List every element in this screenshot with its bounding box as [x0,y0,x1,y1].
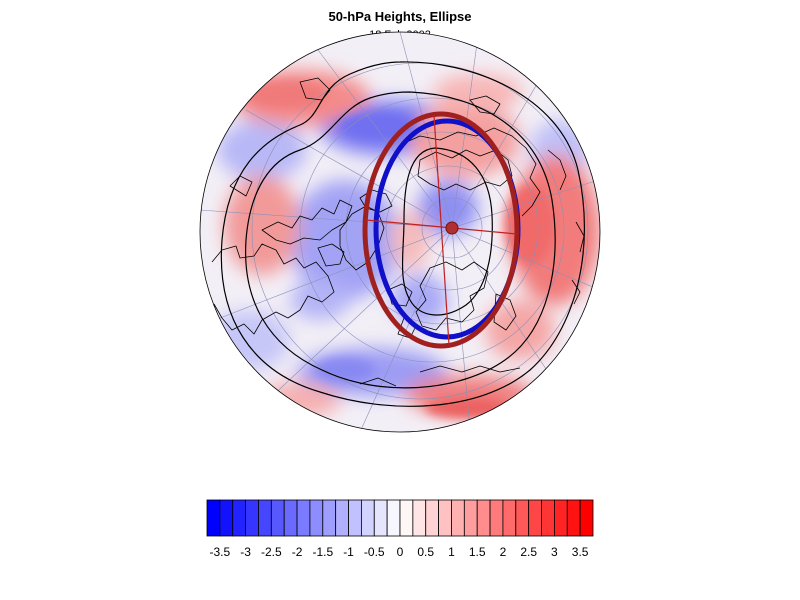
colorbar-box [425,499,440,537]
colorbar-box [309,499,324,537]
colorbar-box [566,499,581,537]
colorbar-box [579,499,594,537]
colorbar-box [245,499,259,537]
map-border [199,31,601,433]
ellipse-major-axis [433,114,450,346]
colorbar-box [399,499,414,537]
colorbar-labels: -3.5 -3 -2.5 -2 -1.5 -1 -0.5 0 0.5 1 1.5 2 2.5 3 3.5 [210,545,589,559]
colorbar-tick-label: -1 [343,545,354,559]
colorbar-box [348,499,362,537]
colorbar-tick-label: 0 [397,545,404,559]
colorbar-box [206,499,221,537]
colorbar-box [502,499,517,537]
colorbar-tick-label: 0.5 [417,545,434,559]
colorbar-tick-label: 2 [500,545,507,559]
colorbar-box [232,499,247,537]
colorbar-boxes [206,499,594,537]
colorbar-box [489,499,504,537]
colorbar-tick-label: -3.5 [210,545,231,559]
colorbar-box [541,499,555,537]
polar-map [199,31,601,433]
coastlines [211,77,585,387]
colorbar-tick-label: -2.5 [261,545,282,559]
colorbar-box [463,499,478,537]
colorbar-tick-label: 1.5 [469,545,486,559]
colorbar-tick-label: 2.5 [520,545,537,559]
colorbar-box [335,499,349,537]
colorbar-tick-label: -3 [240,545,251,559]
colorbar-tick-label: 3.5 [572,545,589,559]
colorbar-box [258,499,272,537]
colorbar-box [528,499,542,537]
colorbar-box [554,499,568,537]
colorbar-box [438,499,452,537]
lat-lon-grid [200,32,600,432]
colorbar-box [515,499,530,537]
colorbar-tick-label: 1 [448,545,455,559]
colorbar-tick-label: -1.5 [312,545,333,559]
colorbar-box [412,499,427,537]
red-ellipse [362,111,520,349]
colorbar-box [322,499,337,537]
colorbar-box [270,499,285,537]
ellipse-center-marker [445,221,459,235]
colorbar-box [360,499,375,537]
colorbar-tick-label: -2 [292,545,303,559]
colorbar-tick-label: -0.5 [364,545,385,559]
map-title: 50-hPa Heights, Ellipse [328,9,472,24]
fitted-ellipses [362,111,521,349]
height-contours [220,61,585,407]
colorbar-box [451,499,465,537]
colorbar-box [219,499,234,537]
colorbar-tick-label: 3 [551,545,558,559]
colorbar-box [386,499,401,537]
colorbar-box [476,499,491,537]
colorbar-box [283,499,298,537]
colorbar-box [373,499,388,537]
colorbar-box [296,499,311,537]
